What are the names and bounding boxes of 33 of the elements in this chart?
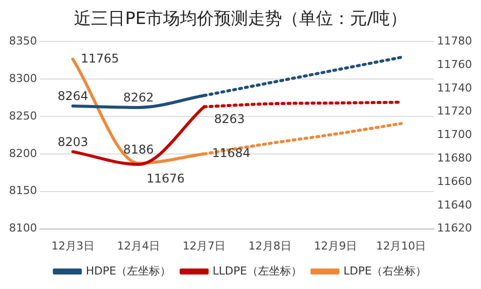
chart-title: 近三日PE市场均价预测走势（单位：元/吨） <box>73 8 408 31</box>
x-tick-label: 12月4日 <box>116 239 160 252</box>
y2-tick-label: 11640 <box>437 198 472 212</box>
data-label: 8262 <box>123 90 154 105</box>
x-tick-label: 12月3日 <box>51 239 94 252</box>
y2-tick-label: 11760 <box>437 58 472 71</box>
legend-label: HDPE（左坐标） <box>86 264 172 278</box>
y-tick-label: 8300 <box>8 72 37 85</box>
y-tick-label: 8200 <box>8 146 37 160</box>
x-tick-label: 12月8日 <box>248 239 292 252</box>
data-label: 8186 <box>123 142 154 157</box>
y-tick-label: 8150 <box>8 184 37 198</box>
y2-tick-label: 11780 <box>437 34 472 48</box>
y2-tick-label: 11680 <box>437 151 472 164</box>
y2-tick-label: 11740 <box>437 81 472 94</box>
x-tick-label: 12月7日 <box>182 239 226 252</box>
x-tick-label: 12月10日 <box>376 239 426 252</box>
y-tick-label: 8350 <box>8 34 37 48</box>
y-tick-label: 8100 <box>8 222 37 235</box>
legend-label: LDPE（右坐标） <box>343 264 427 278</box>
y2-tick-label: 11700 <box>437 128 472 142</box>
y2-tick-label: 11660 <box>437 174 472 188</box>
data-label: 8263 <box>214 112 245 126</box>
data-label: 8264 <box>58 89 88 104</box>
data-label: 8203 <box>58 134 88 149</box>
y-tick-label: 8250 <box>8 109 37 122</box>
y2-tick-label: 11620 <box>437 222 472 235</box>
data-label: 11765 <box>80 51 120 66</box>
data-label: 11684 <box>212 146 250 160</box>
y2-tick-label: 11720 <box>437 104 472 118</box>
legend-label: LLDPE（左坐标） <box>212 264 302 278</box>
x-tick-label: 12月9日 <box>314 239 358 252</box>
data-label: 11676 <box>146 171 185 186</box>
